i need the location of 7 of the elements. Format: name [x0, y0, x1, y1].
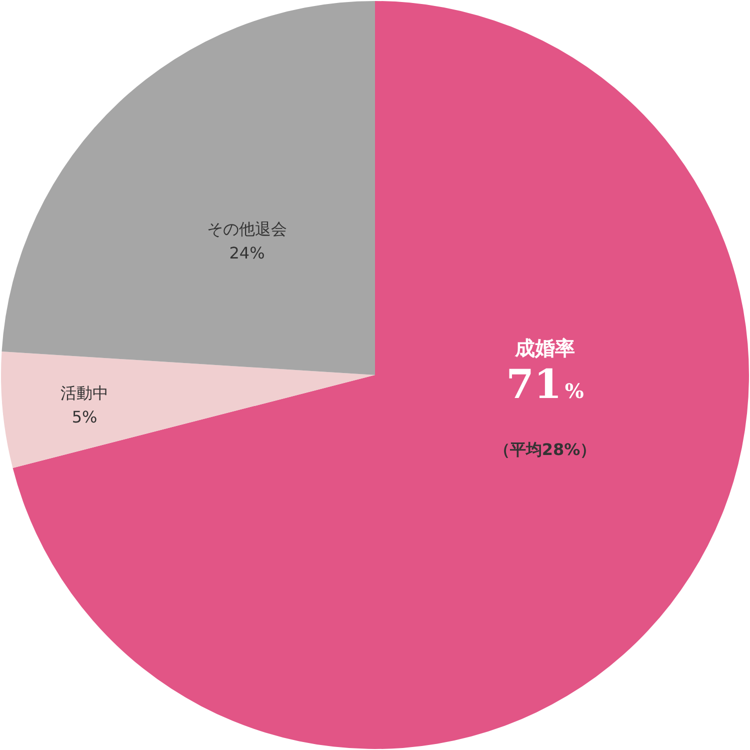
data-label: 71% — [506, 361, 584, 408]
slice-label: 活動中 — [60, 383, 109, 402]
data-label: 5% — [72, 407, 98, 426]
text: （平均28%） — [494, 440, 596, 459]
slice-label: 成婚率 — [514, 336, 575, 360]
slice-label: その他退会 — [206, 220, 287, 239]
data-label: 24% — [229, 244, 265, 263]
